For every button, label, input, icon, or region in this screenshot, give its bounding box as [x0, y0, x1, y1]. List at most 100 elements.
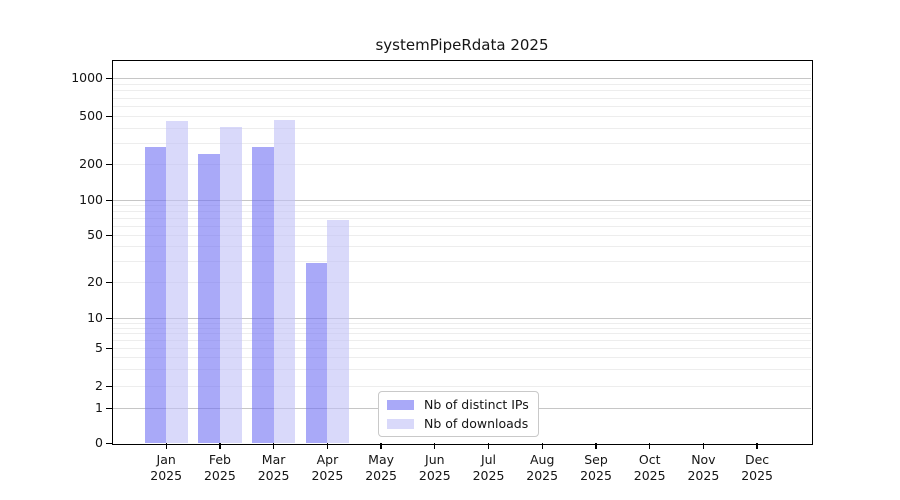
y-tick — [106, 385, 112, 387]
x-tick — [219, 443, 221, 449]
x-tick-year: 2025 — [741, 467, 773, 483]
minor-gridline — [113, 282, 811, 283]
x-tick-month: Apr — [316, 452, 339, 467]
y-tick-label: 50 — [87, 227, 103, 242]
bar-downloads-apr — [327, 219, 350, 443]
bar-distinct-ips-apr — [305, 262, 328, 443]
y-tick-label: 1 — [95, 400, 103, 415]
minor-gridline — [113, 322, 811, 324]
x-tick — [272, 443, 275, 449]
x-tick-year: 2025 — [580, 467, 612, 483]
x-tick-month: Jun — [425, 452, 445, 467]
legend-swatch-downloads-icon — [387, 418, 414, 429]
major-gridline — [113, 78, 811, 79]
legend-swatch-distinct-ips-icon — [387, 399, 414, 410]
bar-downloads-feb — [219, 127, 242, 443]
x-tick-year: 2025 — [472, 467, 505, 483]
x-tick-year: 2025 — [526, 467, 559, 483]
minor-gridline — [113, 235, 811, 236]
y-tick-label: 5 — [95, 340, 103, 355]
minor-gridline — [113, 142, 811, 144]
minor-gridline — [113, 340, 811, 342]
x-tick — [434, 443, 436, 449]
x-tick-month: Oct — [638, 452, 661, 467]
x-tick-year: 2025 — [150, 467, 183, 483]
y-tick-label: 10 — [87, 310, 103, 325]
y-tick-label: 500 — [79, 108, 103, 123]
x-tick-label: Sep 2025 — [564, 452, 628, 483]
x-tick — [702, 443, 705, 449]
y-tick — [106, 163, 112, 165]
x-tick-month: Nov — [691, 452, 716, 467]
y-tick-label: 100 — [79, 192, 103, 207]
bar-distinct-ips-jan — [144, 147, 167, 443]
x-tick — [165, 443, 167, 449]
x-tick-year: 2025 — [633, 467, 666, 483]
minor-gridline — [113, 116, 811, 117]
minor-gridline — [113, 348, 811, 349]
minor-gridline — [113, 225, 811, 227]
y-tick — [106, 317, 112, 319]
x-tick-label: Dec 2025 — [725, 452, 789, 483]
minor-gridline — [113, 83, 811, 85]
bar-distinct-ips-feb — [198, 154, 220, 443]
x-tick-label: Jan 2025 — [134, 452, 198, 483]
x-tick-year: 2025 — [203, 467, 236, 483]
minor-gridline — [113, 218, 811, 219]
x-tick-month: Aug — [529, 452, 555, 467]
x-tick-label: Jul 2025 — [457, 452, 521, 483]
x-tick-year: 2025 — [311, 467, 344, 483]
minor-gridline — [113, 127, 811, 129]
major-gridline — [113, 318, 811, 319]
x-tick — [595, 443, 597, 449]
legend-label: Nb of distinct IPs — [424, 396, 529, 412]
x-tick-year: 2025 — [365, 467, 397, 483]
plot-area: 0 1 2 5 10 20 50 100 200 500 1000 Jan 2025 Feb 2025 Ma… — [71, 61, 811, 483]
minor-gridline — [113, 246, 811, 248]
minor-gridline — [113, 369, 811, 371]
bar-downloads-mar — [273, 119, 296, 443]
x-tick-label: Apr 2025 — [295, 452, 359, 483]
x-tick-month: Dec — [744, 452, 770, 467]
x-tick — [487, 443, 490, 449]
x-tick-month: May — [368, 452, 395, 467]
x-tick-year: 2025 — [418, 467, 451, 483]
minor-gridline — [113, 261, 811, 263]
x-tick-label: Aug 2025 — [510, 452, 574, 483]
y-tick — [106, 442, 112, 444]
y-tick-label: 0 — [95, 435, 103, 450]
chart-title: systemPipeRdata 2025 — [375, 36, 549, 54]
legend-item-distinct-ips: Nb of distinct IPs — [387, 397, 538, 413]
y-tick — [106, 115, 112, 117]
x-tick-month: Sep — [584, 452, 608, 467]
y-tick — [106, 281, 112, 283]
y-tick-label: 2 — [95, 378, 103, 393]
legend-label: Nb of downloads — [424, 415, 529, 431]
x-tick — [541, 443, 543, 449]
y-tick — [106, 77, 112, 79]
bar-downloads-jan — [166, 121, 188, 443]
x-tick-year: 2025 — [687, 467, 720, 483]
minor-gridline — [113, 106, 811, 107]
minor-gridline — [113, 357, 811, 359]
gridlines-layer — [113, 61, 811, 443]
x-axis-ticks: Jan 2025 Feb 2025 Mar 2025 Apr 2025 May 2025 Jun 20… — [113, 61, 811, 483]
x-tick-year: 2025 — [257, 467, 290, 483]
x-tick — [649, 443, 651, 449]
legend-item-downloads: Nb of downloads — [387, 416, 538, 432]
minor-gridline — [113, 205, 811, 207]
x-tick — [756, 443, 758, 449]
bar-distinct-ips-mar — [251, 147, 274, 443]
y-tick-label: 200 — [79, 156, 103, 171]
minor-gridline — [113, 333, 811, 335]
x-tick-label: Mar 2025 — [242, 452, 306, 483]
minor-gridline — [113, 327, 811, 329]
x-tick-label: May 2025 — [349, 452, 413, 483]
y-tick-label: 1000 — [71, 70, 103, 85]
x-tick — [380, 443, 382, 449]
x-tick-label: Jun 2025 — [403, 452, 467, 483]
y-tick-label: 20 — [87, 274, 103, 289]
x-tick-month: Feb — [208, 452, 231, 467]
x-tick-label: Nov 2025 — [671, 452, 735, 483]
minor-gridline — [113, 211, 811, 213]
